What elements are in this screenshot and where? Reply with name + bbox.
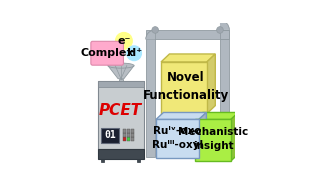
- FancyBboxPatch shape: [127, 137, 130, 141]
- Polygon shape: [231, 112, 238, 161]
- Circle shape: [115, 32, 133, 50]
- FancyBboxPatch shape: [131, 129, 134, 133]
- Text: Novel
Functionality: Novel Functionality: [142, 71, 229, 102]
- FancyBboxPatch shape: [98, 149, 144, 160]
- FancyBboxPatch shape: [116, 87, 126, 90]
- Polygon shape: [220, 30, 230, 156]
- Text: H⁺: H⁺: [126, 48, 142, 58]
- Circle shape: [126, 45, 142, 61]
- FancyBboxPatch shape: [123, 133, 126, 137]
- Text: Mechanistic
insight: Mechanistic insight: [178, 127, 248, 151]
- Text: PCET: PCET: [99, 103, 142, 118]
- FancyBboxPatch shape: [127, 129, 130, 133]
- Polygon shape: [161, 54, 215, 62]
- Polygon shape: [220, 20, 230, 30]
- Polygon shape: [108, 66, 134, 79]
- Text: Ruᴵᵛ-oxo
Ruᴵᴵᴵ-oxyl: Ruᴵᵛ-oxo Ruᴵᴵᴵ-oxyl: [152, 126, 203, 150]
- Circle shape: [217, 27, 223, 33]
- Text: 01: 01: [104, 130, 116, 140]
- FancyBboxPatch shape: [131, 137, 134, 141]
- FancyBboxPatch shape: [98, 81, 144, 149]
- Polygon shape: [195, 112, 238, 119]
- FancyBboxPatch shape: [101, 128, 119, 143]
- Polygon shape: [220, 30, 230, 40]
- FancyBboxPatch shape: [137, 160, 140, 162]
- Polygon shape: [156, 119, 199, 158]
- Polygon shape: [146, 40, 155, 156]
- Polygon shape: [146, 30, 155, 40]
- Polygon shape: [207, 54, 215, 114]
- FancyBboxPatch shape: [98, 81, 144, 87]
- FancyBboxPatch shape: [123, 137, 126, 141]
- FancyBboxPatch shape: [123, 129, 126, 133]
- Polygon shape: [195, 119, 231, 161]
- Circle shape: [152, 27, 158, 33]
- FancyBboxPatch shape: [119, 79, 123, 87]
- Polygon shape: [161, 62, 207, 114]
- Text: e⁻: e⁻: [117, 36, 131, 46]
- Text: Complex: Complex: [81, 48, 134, 58]
- FancyBboxPatch shape: [131, 133, 134, 137]
- FancyBboxPatch shape: [101, 160, 104, 162]
- Polygon shape: [199, 112, 206, 158]
- Polygon shape: [146, 30, 155, 40]
- Polygon shape: [155, 30, 230, 40]
- Polygon shape: [156, 112, 206, 119]
- Ellipse shape: [108, 63, 134, 68]
- FancyBboxPatch shape: [127, 133, 130, 137]
- FancyBboxPatch shape: [91, 41, 123, 65]
